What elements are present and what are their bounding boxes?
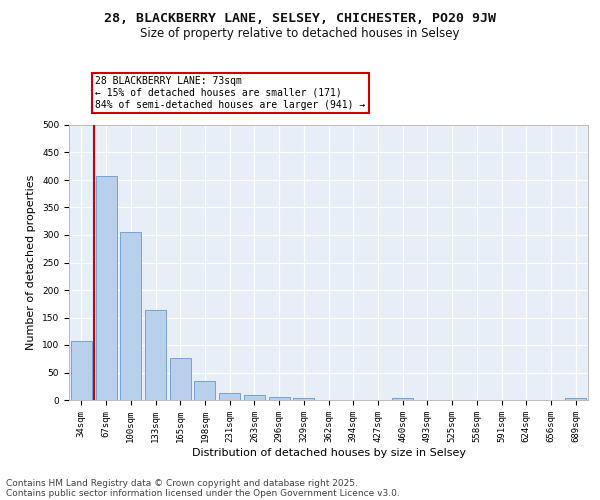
- Text: 28, BLACKBERRY LANE, SELSEY, CHICHESTER, PO20 9JW: 28, BLACKBERRY LANE, SELSEY, CHICHESTER,…: [104, 12, 496, 26]
- Text: Size of property relative to detached houses in Selsey: Size of property relative to detached ho…: [140, 28, 460, 40]
- Bar: [71, 341, 92, 400]
- Bar: [565, 398, 586, 400]
- Bar: [269, 396, 290, 400]
- Bar: [194, 381, 215, 400]
- Y-axis label: Number of detached properties: Number of detached properties: [26, 175, 37, 350]
- Bar: [95, 176, 116, 400]
- Text: 28 BLACKBERRY LANE: 73sqm
← 15% of detached houses are smaller (171)
84% of semi: 28 BLACKBERRY LANE: 73sqm ← 15% of detac…: [95, 76, 365, 110]
- Bar: [293, 398, 314, 400]
- Text: Contains public sector information licensed under the Open Government Licence v3: Contains public sector information licen…: [6, 488, 400, 498]
- Bar: [244, 394, 265, 400]
- Bar: [170, 358, 191, 400]
- Bar: [120, 232, 141, 400]
- Bar: [392, 398, 413, 400]
- Bar: [219, 394, 240, 400]
- X-axis label: Distribution of detached houses by size in Selsey: Distribution of detached houses by size …: [191, 448, 466, 458]
- Bar: [145, 310, 166, 400]
- Text: Contains HM Land Registry data © Crown copyright and database right 2025.: Contains HM Land Registry data © Crown c…: [6, 478, 358, 488]
